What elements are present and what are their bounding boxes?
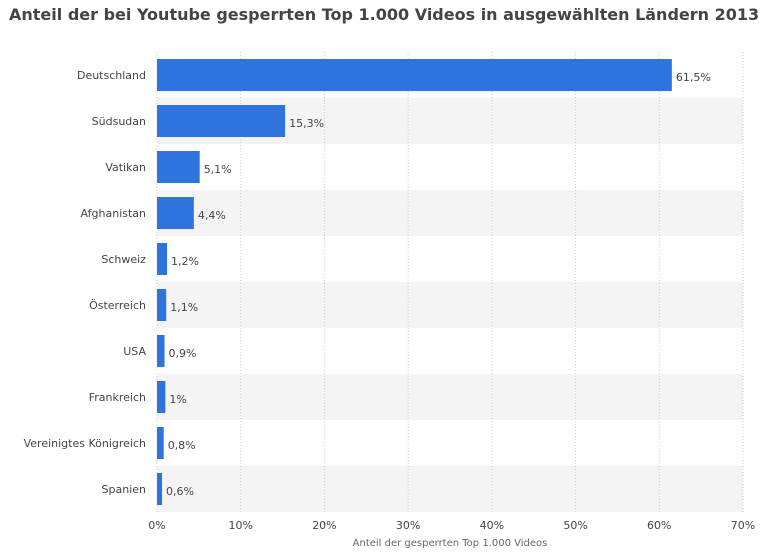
category-label: Frankreich <box>89 391 146 404</box>
bars <box>157 59 672 505</box>
category-label: Afghanistan <box>81 207 147 220</box>
row-bands <box>157 98 743 512</box>
category-label: Südsudan <box>92 115 146 128</box>
x-tick-label: 50% <box>563 519 587 532</box>
value-label: 1,1% <box>170 301 198 314</box>
bar <box>157 243 168 275</box>
row-band <box>157 374 743 420</box>
x-tick-label: 10% <box>228 519 252 532</box>
bar <box>157 105 286 137</box>
category-label: Deutschland <box>77 69 146 82</box>
x-axis-label: Anteil der gesperrten Top 1.000 Videos <box>353 538 548 549</box>
value-label: 4,4% <box>198 209 226 222</box>
chart-title: Anteil der bei Youtube gesperrten Top 1.… <box>9 5 760 24</box>
category-label: Vereinigtes Königreich <box>24 437 146 450</box>
row-band <box>157 282 743 328</box>
bar <box>157 289 167 321</box>
x-tick-label: 70% <box>731 519 755 532</box>
bar <box>157 335 165 367</box>
bar <box>157 59 672 91</box>
value-labels: 61,5% 15,3% 5,1% 4,4% 1,2% 1,1% 0,9% 1% 0,8% 0,6% <box>166 71 711 498</box>
bar <box>157 151 200 183</box>
category-label: Spanien <box>102 483 147 496</box>
category-label: Schweiz <box>101 253 146 266</box>
bar <box>157 381 166 413</box>
value-label: 0,6% <box>166 485 194 498</box>
category-label: USA <box>123 345 146 358</box>
row-band <box>157 190 743 236</box>
value-label: 61,5% <box>676 71 711 84</box>
x-tick-label: 20% <box>312 519 336 532</box>
bar <box>157 197 194 229</box>
value-label: 1,2% <box>171 255 199 268</box>
category-label: Österreich <box>89 299 146 312</box>
bar <box>157 427 164 459</box>
value-label: 5,1% <box>204 163 232 176</box>
value-label: 0,8% <box>168 439 196 452</box>
value-label: 1% <box>169 393 186 406</box>
x-tick-labels: 0% 10% 20% 30% 40% 50% 60% 70% <box>148 519 755 532</box>
category-labels: Deutschland Südsudan Vatikan Afghanistan Sch… <box>24 69 147 496</box>
value-label: 0,9% <box>169 347 197 360</box>
x-tick-label: 0% <box>148 519 165 532</box>
x-tick-label: 30% <box>396 519 420 532</box>
category-label: Vatikan <box>105 161 146 174</box>
bar <box>157 473 163 505</box>
x-tick-label: 40% <box>480 519 504 532</box>
x-tick-label: 60% <box>647 519 671 532</box>
row-band <box>157 466 743 512</box>
value-label: 15,3% <box>289 117 324 130</box>
